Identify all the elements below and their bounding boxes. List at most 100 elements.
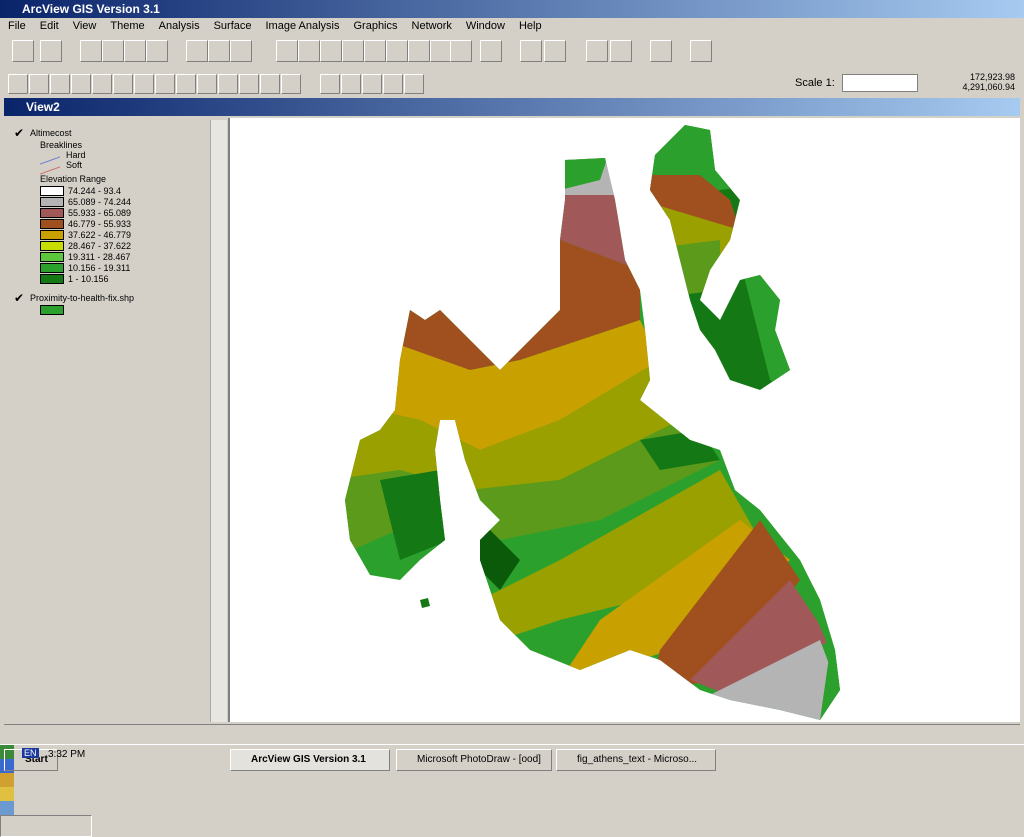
task-button[interactable]: ArcView GIS Version 3.1	[230, 749, 390, 771]
tool-button[interactable]	[124, 40, 146, 62]
tool-button[interactable]	[50, 74, 70, 94]
check[interactable]: ✔	[14, 126, 25, 140]
tool-button[interactable]	[690, 40, 712, 62]
tool-button[interactable]	[260, 74, 280, 94]
tool-button[interactable]	[480, 40, 502, 62]
range-entry: 55.933 - 65.089	[68, 208, 132, 218]
tool-button[interactable]	[176, 74, 196, 94]
menu-item[interactable]: View	[72, 20, 97, 32]
toolbar	[0, 36, 1024, 70]
tool-button[interactable]	[298, 40, 320, 62]
tool-button[interactable]	[80, 40, 102, 62]
x-coordinate: 172,923.98	[969, 72, 1015, 82]
tool-button[interactable]	[218, 74, 238, 94]
legend-swatch	[40, 219, 64, 229]
tool-button[interactable]	[197, 74, 217, 94]
menu-item[interactable]: Window	[465, 20, 505, 32]
app-title-bar: ArcView GIS Version 3.1	[0, 0, 1024, 18]
breakline-label: Soft	[66, 160, 83, 170]
view-title-bar: View2	[4, 98, 1020, 116]
quick-launch[interactable]	[0, 801, 14, 815]
tool-button[interactable]	[610, 40, 632, 62]
range-entry: 46.779 - 55.933	[68, 219, 132, 229]
menu-item[interactable]: Help	[518, 20, 542, 32]
quick-launch[interactable]	[0, 745, 14, 759]
tool-button[interactable]	[520, 40, 542, 62]
legend-swatch	[40, 263, 64, 273]
menu-item[interactable]: Surface	[213, 20, 252, 32]
tool-button[interactable]	[364, 40, 386, 62]
quick-launch[interactable]	[0, 773, 14, 787]
scale-input[interactable]	[842, 74, 918, 92]
tool-button[interactable]	[430, 40, 452, 62]
language: EN	[22, 748, 39, 758]
tool-button[interactable]	[102, 40, 124, 62]
tool-button[interactable]	[134, 74, 154, 94]
quick-launch[interactable]	[0, 759, 14, 773]
taskbar: Start ArcView GIS Version 3.1 Microsoft Ph…	[0, 744, 1024, 837]
map	[230, 118, 1020, 722]
range-entry: 28.467 - 37.622	[68, 241, 132, 251]
scrollbar[interactable]	[210, 120, 227, 722]
menu-item[interactable]: Analysis	[158, 20, 200, 32]
tool-button[interactable]	[276, 40, 298, 62]
legend-swatch	[40, 274, 64, 284]
tool-button[interactable]	[29, 74, 49, 94]
quick-launch[interactable]	[0, 787, 14, 801]
legend-swatch	[40, 252, 64, 262]
view-title: View2	[26, 100, 60, 114]
tool-button[interactable]	[208, 40, 230, 62]
tool-button[interactable]	[320, 74, 340, 94]
tool-button[interactable]	[450, 40, 472, 62]
tool-button[interactable]	[408, 40, 430, 62]
y-coordinate: 4,291,060.94	[962, 82, 1015, 92]
menu-item[interactable]: Image Analysis	[265, 20, 340, 32]
legend-panel: ✔ Altimecost Breaklines Hard Soft Elevation R…	[8, 118, 230, 722]
menu-item[interactable]: Theme	[110, 20, 145, 32]
range-entry: 37.622 - 46.779	[68, 230, 132, 240]
tool-button[interactable]	[383, 74, 403, 94]
tool-button[interactable]	[92, 74, 112, 94]
scale-label: Scale 1:	[795, 77, 835, 89]
task-button[interactable]: Microsoft PhotoDraw - [ood]	[396, 749, 552, 771]
app-title: ArcView GIS Version 3.1	[22, 2, 160, 16]
tool-button[interactable]	[404, 74, 424, 94]
range-entry: 19.311 - 28.467	[68, 252, 131, 262]
tool-button[interactable]	[12, 40, 34, 62]
breakline-label: Hard	[66, 150, 86, 160]
legend-swatch	[40, 305, 64, 315]
legend-swatch	[40, 186, 64, 196]
tool-button[interactable]	[341, 74, 361, 94]
tool-button[interactable]	[281, 74, 301, 94]
range-entry: 10.156 - 19.311	[68, 263, 131, 273]
range-entry: 65.089 - 74.244	[68, 197, 132, 207]
menu-item[interactable]: Graphics	[353, 20, 398, 32]
tool-button[interactable]	[230, 40, 252, 62]
menu-item[interactable]: File	[8, 20, 26, 32]
theme-name: Proximity-to-health-fix.shp	[30, 293, 135, 303]
menu-item[interactable]: Edit	[39, 20, 59, 32]
check[interactable]: ✔	[14, 291, 25, 305]
tool-button[interactable]	[320, 40, 342, 62]
tool-button[interactable]	[650, 40, 672, 62]
tool-button[interactable]	[239, 74, 259, 94]
clock: 3:32 PM	[48, 749, 86, 760]
tool-button[interactable]	[8, 74, 28, 94]
legend-swatch	[40, 208, 64, 218]
tool-button[interactable]	[386, 40, 408, 62]
tool-button[interactable]	[146, 40, 168, 62]
menu-item[interactable]: Network	[411, 20, 452, 32]
status-bar	[4, 724, 1020, 743]
task-button[interactable]: fig_athens_text - Microso...	[556, 749, 716, 771]
tool-button[interactable]	[71, 74, 91, 94]
tool-button[interactable]	[544, 40, 566, 62]
tool-button[interactable]	[186, 40, 208, 62]
tool-button[interactable]	[362, 74, 382, 94]
tool-button[interactable]	[155, 74, 175, 94]
tool-button[interactable]	[113, 74, 133, 94]
tool-button[interactable]	[40, 40, 62, 62]
tool-button[interactable]	[342, 40, 364, 62]
range-label: Elevation Range	[40, 174, 107, 184]
tool-button[interactable]	[586, 40, 608, 62]
